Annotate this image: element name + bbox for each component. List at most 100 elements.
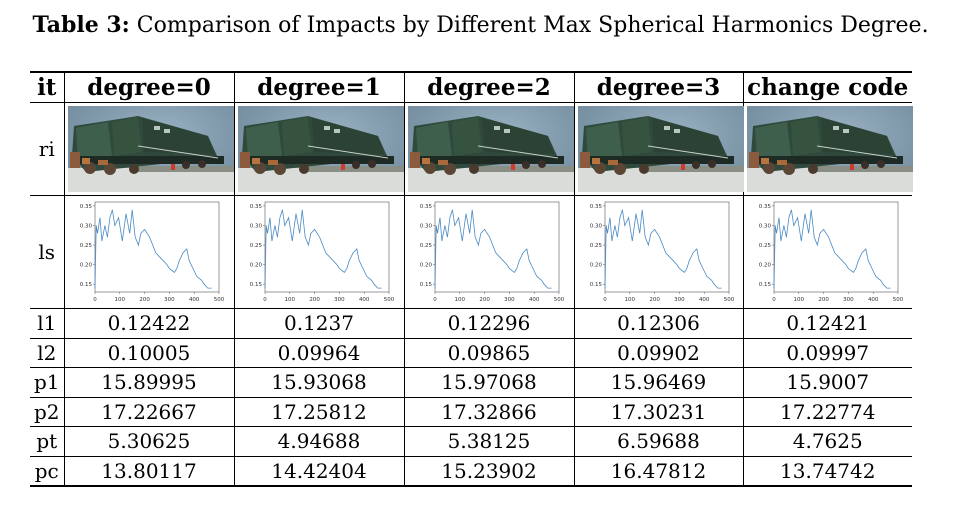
table-cell: 13.74742 <box>742 456 912 487</box>
y-tick-label: 0.25 <box>759 243 772 249</box>
results-table: it degree=0 degree=1 degree=2 degree=3 c… <box>30 71 913 487</box>
row-label: l1 <box>30 308 64 339</box>
plot-frame <box>264 201 390 293</box>
caption-text: Comparison of Impacts by Different Max S… <box>136 13 929 38</box>
row-label: p2 <box>30 397 64 427</box>
table-cell: 15.89995 <box>63 367 234 398</box>
y-tick-label: 0.20 <box>420 263 433 269</box>
plot-frame <box>94 201 220 293</box>
y-tick-label: 0.35 <box>759 204 772 210</box>
loss-series-line <box>434 209 552 289</box>
loss-curve-chart: 0.15 0.20 0.25 0.30 0.35 0 100 200 300 400 500 <box>69 196 229 308</box>
y-tick-label: 0.25 <box>589 243 602 249</box>
table-cell: 14.42404 <box>233 456 404 487</box>
render-cell <box>233 102 404 196</box>
x-tick-label: 100 <box>793 297 804 303</box>
row-label: l2 <box>30 338 64 368</box>
render-cell <box>573 102 744 196</box>
x-tick-label: 0 <box>93 297 97 303</box>
y-tick-label: 0.15 <box>80 282 93 288</box>
y-tick-label: 0.15 <box>420 282 433 288</box>
x-tick-label: 300 <box>674 297 685 303</box>
loss-curve-svg: 0.15 0.20 0.25 0.30 0.35 0 100 200 300 400 500 <box>250 201 395 303</box>
table-cell: 0.09964 <box>233 338 404 368</box>
row-label-ri: ri <box>30 102 64 196</box>
x-tick-label: 500 <box>723 297 734 303</box>
table-cell: 0.12296 <box>403 308 574 339</box>
table-cell: 17.22667 <box>63 397 234 427</box>
table-cell: 15.96469 <box>573 367 743 398</box>
plot-cell: 0.15 0.20 0.25 0.30 0.35 0 100 200 300 400 500 <box>403 195 574 309</box>
header-degree-3: degree=3 <box>573 72 743 103</box>
x-tick-label: 300 <box>334 297 345 303</box>
y-tick-label: 0.20 <box>759 263 772 269</box>
x-tick-label: 200 <box>649 297 660 303</box>
table-cell: 0.09997 <box>742 338 912 368</box>
x-tick-label: 500 <box>384 297 395 303</box>
caption-label: Table 3: <box>32 12 130 38</box>
y-tick-label: 0.30 <box>80 223 93 229</box>
x-tick-label: 400 <box>529 297 540 303</box>
table-cell: 15.9007 <box>742 367 912 398</box>
y-tick-label: 0.15 <box>589 282 602 288</box>
x-tick-label: 400 <box>698 297 709 303</box>
y-tick-label: 0.30 <box>420 223 433 229</box>
loss-curve-chart: 0.15 0.20 0.25 0.30 0.35 0 100 200 300 400 500 <box>579 196 739 308</box>
y-tick-label: 0.35 <box>420 204 433 210</box>
y-tick-label: 0.20 <box>250 263 263 269</box>
loss-curve-svg: 0.15 0.20 0.25 0.30 0.35 0 100 200 300 400 500 <box>80 201 225 303</box>
x-tick-label: 0 <box>263 297 267 303</box>
x-tick-label: 400 <box>189 297 200 303</box>
x-tick-label: 400 <box>359 297 370 303</box>
render-image-row: ri <box>30 102 913 196</box>
table-cell: 16.47812 <box>573 456 743 487</box>
y-tick-label: 0.25 <box>250 243 263 249</box>
header-change-code: change code <box>742 72 912 103</box>
loss-series-line <box>264 209 382 289</box>
x-tick-label: 300 <box>843 297 854 303</box>
table-cell: 17.25812 <box>233 397 404 427</box>
y-tick-label: 0.20 <box>80 263 93 269</box>
table-cell: 4.7625 <box>742 426 912 457</box>
y-tick-label: 0.30 <box>250 223 263 229</box>
plot-cell: 0.15 0.20 0.25 0.30 0.35 0 100 200 300 400 500 <box>573 195 743 309</box>
x-tick-label: 200 <box>309 297 320 303</box>
loss-curve-svg: 0.15 0.20 0.25 0.30 0.35 0 100 200 300 400 500 <box>589 201 734 303</box>
loss-curve-chart: 0.15 0.20 0.25 0.30 0.35 0 100 200 300 400 500 <box>239 196 399 308</box>
table-cell: 17.30231 <box>573 397 743 427</box>
header-degree-1: degree=1 <box>233 72 404 103</box>
loss-plot-row: ls 0.15 0.20 0.25 0.30 0.35 0 100 200 300 400 500 … <box>30 195 912 309</box>
table-cell: 0.12306 <box>573 308 743 339</box>
table-row-l1: l1 0.12422 0.1237 0.12296 0.12306 0.1242… <box>30 308 912 339</box>
table-cell: 15.23902 <box>403 456 574 487</box>
loss-series-line <box>604 209 722 289</box>
table-row-pt: pt 5.30625 4.94688 5.38125 6.59688 4.762… <box>30 426 912 457</box>
render-cell <box>63 102 234 196</box>
table-cell: 17.32866 <box>403 397 574 427</box>
row-label-ls: ls <box>30 195 64 309</box>
plot-frame <box>604 201 729 293</box>
table-row-p2: p2 17.22667 17.25812 17.32866 17.30231 1… <box>30 397 912 427</box>
x-tick-label: 200 <box>818 297 829 303</box>
train-render-image <box>746 106 913 192</box>
plot-frame <box>773 201 899 293</box>
render-cell <box>742 102 913 196</box>
x-tick-label: 200 <box>479 297 490 303</box>
y-tick-label: 0.25 <box>420 243 433 249</box>
train-render-image <box>407 106 574 192</box>
y-tick-label: 0.25 <box>80 243 93 249</box>
x-tick-label: 400 <box>868 297 879 303</box>
table-cell: 17.22774 <box>742 397 912 427</box>
y-tick-label: 0.30 <box>589 223 602 229</box>
row-label: p1 <box>30 367 64 398</box>
y-tick-label: 0.35 <box>589 204 602 210</box>
table-row-pc: pc 13.80117 14.42404 15.23902 16.47812 1… <box>30 456 912 487</box>
header-row: it degree=0 degree=1 degree=2 degree=3 c… <box>30 72 912 103</box>
table-cell: 15.97068 <box>403 367 574 398</box>
x-tick-label: 300 <box>164 297 175 303</box>
train-render-image <box>577 106 744 192</box>
y-tick-label: 0.15 <box>759 282 772 288</box>
x-tick-label: 300 <box>504 297 515 303</box>
x-tick-label: 100 <box>115 297 126 303</box>
table-cell: 15.93068 <box>233 367 404 398</box>
